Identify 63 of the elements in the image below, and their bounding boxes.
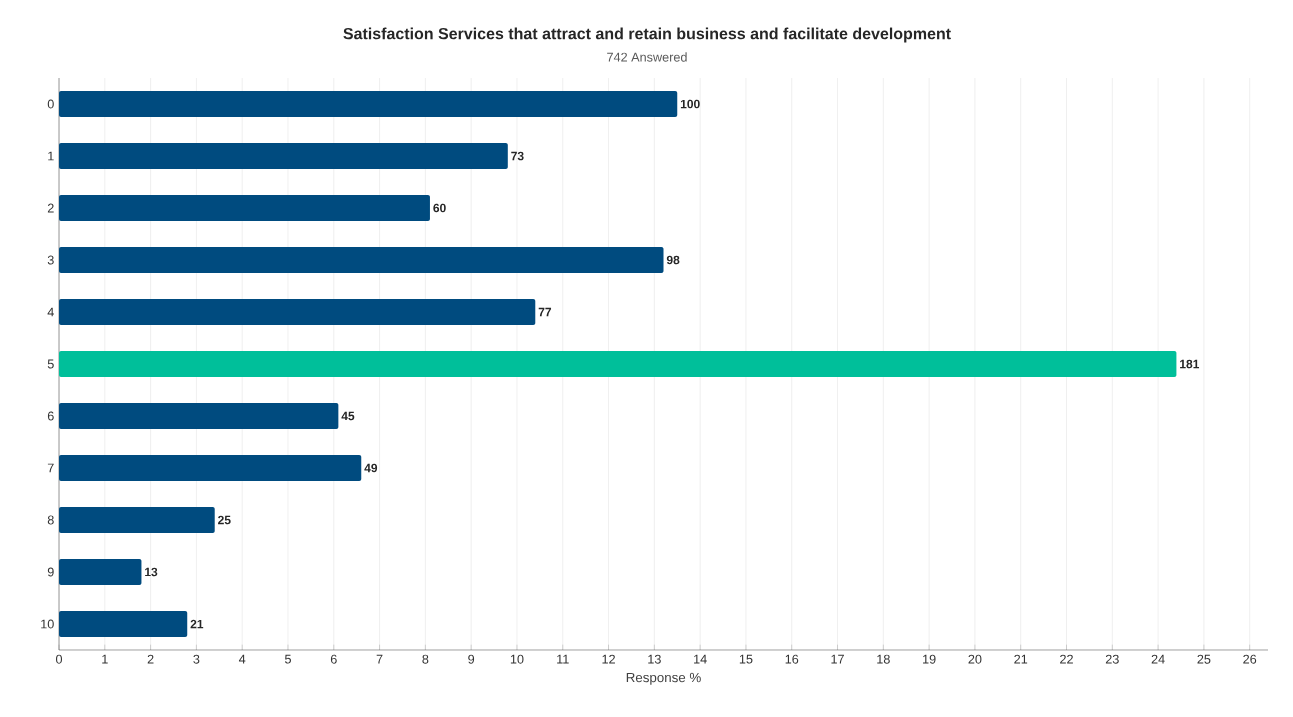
annotation: 49 [364,463,378,473]
x-tick-label: 13 [648,654,661,664]
x-tick-label: 5 [284,654,291,664]
bar [59,351,1177,378]
bar [59,507,215,533]
annotation: 21 [190,619,204,629]
y-tick-label: 6 [47,411,54,421]
annotation: 25 [218,515,231,525]
annotation: 73 [511,151,524,161]
x-tick-label: 6 [330,654,337,664]
x-tick-label: 20 [968,654,982,664]
y-tick-label: 0 [47,99,54,109]
x-tick-label: 3 [193,654,200,664]
x-tick-label: 21 [1014,654,1028,664]
x-tick-label: 4 [238,654,246,664]
x-tick-label: 18 [877,654,890,664]
annotation: 181 [1180,359,1200,369]
y-tick-label: 3 [47,255,54,265]
annotation: 45 [341,411,355,421]
bar [59,403,339,429]
x-tick-label: 22 [1060,654,1073,664]
bar [59,91,678,118]
bar [59,143,508,169]
y-tick-label: 9 [47,567,54,577]
x-tick-label: 10 [510,654,524,664]
x-tick-label: 0 [55,654,63,664]
bar [59,195,430,221]
x-tick-label: 9 [468,654,475,664]
y-tick-label: 8 [47,515,54,525]
y-tick-label: 10 [41,619,54,629]
x-tick-label: 7 [376,654,383,664]
y-tick-label: 2 [47,203,54,213]
y-tick-label: 5 [47,359,54,369]
x-axis-title: Response % [626,672,701,685]
annotation: 100 [680,99,700,109]
bar [59,559,142,585]
x-tick-label: 11 [557,654,569,664]
x-tick-label: 8 [422,654,429,664]
y-tick-label: 4 [47,307,54,317]
y-tick-label: 1 [48,151,54,161]
x-tick-label: 25 [1197,654,1211,664]
x-tick-label: 26 [1243,654,1257,664]
annotation: 98 [666,255,680,265]
x-tick-label: 23 [1105,654,1119,664]
annotation: 13 [145,567,158,577]
bar [59,611,188,637]
annotation: 77 [538,307,552,317]
chart-subtitle: 742 Answered [607,52,687,62]
bar [59,455,362,481]
chart-title: Satisfaction Services that attract and retain business and facilitate development [343,27,951,43]
x-tick-label: 19 [923,654,936,664]
x-tick-label: 17 [831,654,844,664]
y-tick-label: 7 [47,463,54,473]
x-tick-label: 2 [147,654,154,664]
x-tick-label: 15 [739,654,753,664]
x-tick-label: 16 [785,654,799,664]
x-tick-label: 1 [102,654,108,664]
x-tick-label: 24 [1151,654,1165,664]
x-tick-label: 12 [602,654,615,664]
bar [59,299,536,325]
annotation: 60 [433,203,446,213]
x-tick-label: 14 [694,654,707,664]
bar [59,247,664,273]
